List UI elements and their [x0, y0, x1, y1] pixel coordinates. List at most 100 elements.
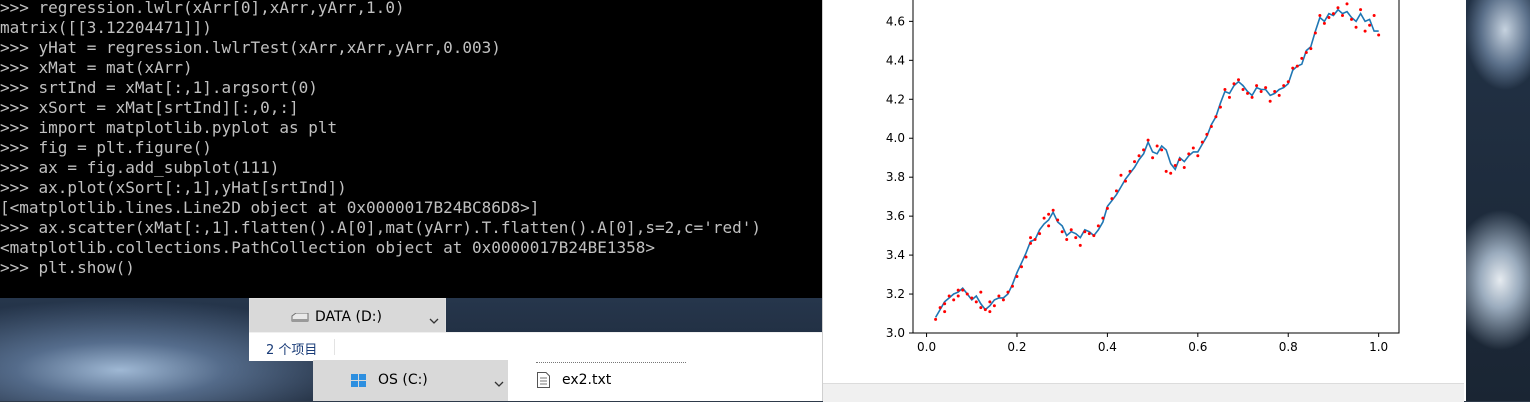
nav-item-drive-c[interactable]: OS (C:) — [313, 360, 508, 401]
data-point — [1047, 224, 1051, 228]
plot-axes-frame — [912, 0, 1400, 334]
data-point — [1304, 51, 1308, 55]
data-point — [1336, 6, 1340, 10]
data-point — [983, 308, 987, 312]
console-line: >>> fig = plt.figure() — [0, 138, 212, 157]
data-point — [1110, 197, 1114, 201]
console-line: [<matplotlib.lines.Line2D object at 0x00… — [0, 198, 540, 217]
data-point — [1322, 21, 1326, 25]
nav-item-drive-d[interactable]: DATA (D:) — [249, 298, 446, 334]
drive-c-label: OS (C:) — [378, 372, 428, 388]
data-point — [1155, 144, 1159, 148]
data-point — [1101, 216, 1105, 220]
data-point — [1010, 284, 1014, 288]
drive-icon — [291, 313, 309, 322]
data-point — [956, 294, 960, 298]
data-point — [1060, 230, 1064, 234]
data-point — [1282, 84, 1286, 88]
console-line: <matplotlib.collections.PathCollection o… — [0, 238, 656, 257]
data-point — [1114, 189, 1118, 193]
data-point — [1187, 152, 1191, 156]
console-line: >>> srtInd = xMat[:,1].argsort(0) — [0, 78, 318, 97]
data-point — [979, 306, 983, 310]
data-point — [1246, 91, 1250, 95]
explorer-status-bar: 2 个项目 — [249, 332, 822, 361]
data-point — [1151, 156, 1155, 160]
y-tick-label: 4.2 — [886, 92, 905, 106]
data-point — [1227, 95, 1231, 99]
data-point — [1047, 212, 1051, 216]
windows-drive-icon — [351, 374, 366, 387]
text-file-icon — [537, 372, 550, 388]
status-separator — [334, 339, 335, 355]
data-point — [1065, 238, 1069, 242]
data-point — [1377, 33, 1381, 37]
data-point — [1038, 232, 1042, 236]
data-point — [1291, 66, 1295, 70]
data-point — [961, 288, 965, 292]
file-name[interactable]: ex2.txt — [562, 372, 612, 388]
data-point — [1033, 238, 1037, 242]
plot-canvas: 0.0 0.2 0.4 0.6 0.8 1.0 3.0 3.2 3.4 3.6 3.8 4.0 4.2 4… — [886, 0, 1400, 354]
data-point — [1123, 179, 1127, 183]
data-point — [988, 310, 992, 314]
python-console[interactable]: >>> regression.lwlr(xArr[0],xArr,yArr,1.… — [0, 0, 822, 298]
data-point — [1209, 125, 1213, 129]
x-tick-label: 0.0 — [917, 340, 936, 354]
data-point — [1001, 298, 1005, 302]
y-tick-label: 4.4 — [886, 53, 905, 67]
list-item-partial[interactable] — [536, 354, 686, 363]
data-point — [1024, 255, 1028, 259]
data-point — [1133, 160, 1137, 164]
data-point — [1029, 241, 1033, 245]
data-point — [1015, 275, 1019, 279]
data-point — [1350, 17, 1354, 21]
console-line: >>> import matplotlib.pyplot as plt — [0, 118, 338, 137]
data-point — [1286, 80, 1290, 84]
chevron-down-icon[interactable] — [428, 315, 440, 327]
data-point — [1309, 47, 1313, 51]
data-point — [1078, 243, 1082, 247]
data-point — [947, 294, 951, 298]
data-point — [1119, 173, 1123, 177]
data-point — [1295, 64, 1299, 68]
chevron-down-icon[interactable] — [493, 378, 505, 390]
data-point — [956, 288, 960, 292]
console-line: >>> plt.show() — [0, 258, 135, 277]
console-line: matrix([[3.12204471]]) — [0, 18, 212, 37]
data-point — [1237, 78, 1241, 82]
data-point — [1087, 232, 1091, 236]
y-tick-label: 3.6 — [886, 209, 905, 223]
data-point — [1368, 23, 1372, 27]
console-line: >>> ax.plot(xSort[:,1],yHat[srtInd]) — [0, 178, 347, 197]
data-point — [1268, 99, 1272, 103]
y-tick-label: 3.4 — [886, 248, 905, 262]
data-point — [1020, 265, 1024, 269]
data-point — [943, 310, 947, 314]
data-point — [1191, 146, 1195, 150]
data-point — [1169, 171, 1173, 175]
data-point — [1051, 208, 1055, 212]
data-point — [1006, 290, 1010, 294]
x-tick-label: 0.6 — [1188, 340, 1207, 354]
data-point — [974, 300, 978, 304]
console-line: >>> ax = fig.add_subplot(111) — [0, 158, 280, 177]
data-point — [1273, 89, 1277, 93]
data-point — [1318, 14, 1322, 18]
figure-toolbar — [823, 383, 1464, 402]
data-point — [1223, 88, 1227, 92]
data-point — [1264, 86, 1268, 90]
data-point — [1331, 12, 1335, 16]
y-tick-label: 4.0 — [886, 131, 905, 145]
data-point — [1300, 56, 1304, 60]
data-point — [1137, 154, 1141, 158]
data-point — [1029, 236, 1033, 240]
y-tick-label: 3.8 — [886, 170, 905, 184]
console-line: >>> regression.lwlr(xArr[0],xArr,yArr,1.… — [0, 0, 405, 17]
data-point — [1178, 158, 1182, 162]
data-point — [1372, 14, 1376, 18]
x-tick-label: 0.2 — [1007, 340, 1026, 354]
data-point — [1359, 8, 1363, 12]
data-point — [943, 302, 947, 306]
data-point — [1345, 2, 1349, 6]
